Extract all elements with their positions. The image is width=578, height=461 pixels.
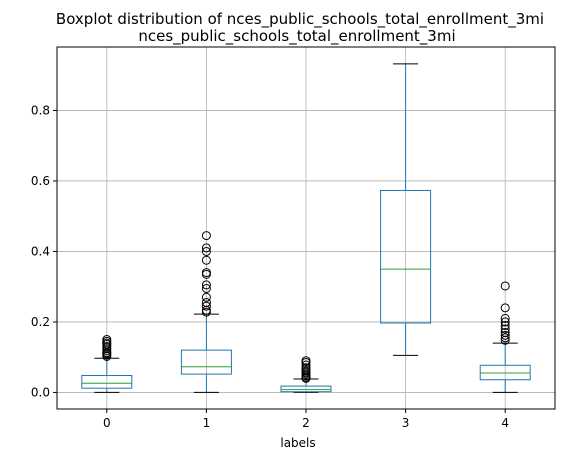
outlier-1-2 bbox=[201, 301, 211, 311]
outlier-1-4 bbox=[201, 292, 211, 302]
box-group-2 bbox=[280, 356, 332, 393]
outlier-1-9 bbox=[201, 255, 211, 265]
outlier-1-6 bbox=[201, 280, 211, 290]
x-tick-label-1: 1 bbox=[203, 416, 211, 430]
box-group-1 bbox=[180, 231, 232, 393]
x-tick-label-4: 4 bbox=[501, 416, 509, 430]
outlier-2-8 bbox=[301, 360, 311, 370]
box-group-3 bbox=[380, 63, 432, 356]
outlier-1-12 bbox=[201, 231, 211, 241]
grid-layer bbox=[57, 47, 555, 409]
ticks-layer: 0 1 2 3 4 0.0 0.2 0.4 0.6 0.8 bbox=[31, 103, 509, 430]
y-tick-label-3: 0.6 bbox=[31, 174, 50, 188]
chart-subtitle: nces_public_schools_total_enrollment_3mi bbox=[138, 27, 455, 46]
outlier-0-10 bbox=[102, 335, 112, 345]
outlier-0-5 bbox=[102, 344, 112, 354]
outlier-2-10 bbox=[301, 356, 311, 366]
outlier-1-10 bbox=[201, 246, 211, 256]
outlier-4-3 bbox=[500, 328, 510, 338]
x-tick-label-0: 0 bbox=[103, 416, 111, 430]
box-1 bbox=[180, 349, 232, 375]
x-axis-label: labels bbox=[280, 436, 315, 450]
outlier-4-1 bbox=[500, 333, 510, 343]
y-tick-label-0: 0.0 bbox=[31, 385, 50, 399]
box-3 bbox=[380, 189, 432, 324]
outlier-4-4 bbox=[500, 324, 510, 334]
outlier-1-11 bbox=[201, 243, 211, 253]
box-group-0 bbox=[81, 335, 133, 393]
outlier-4-9 bbox=[500, 281, 510, 291]
outlier-1-3 bbox=[201, 298, 211, 308]
outlier-4-5 bbox=[500, 320, 510, 330]
y-tick-label-2: 0.4 bbox=[31, 244, 50, 258]
boxes-layer bbox=[81, 63, 531, 393]
outlier-1-8 bbox=[201, 268, 211, 278]
outlier-4-8 bbox=[500, 303, 510, 313]
chart-title: Boxplot distribution of nces_public_scho… bbox=[56, 10, 544, 29]
box-2 bbox=[280, 385, 332, 393]
box-0 bbox=[81, 375, 133, 389]
outlier-2-7 bbox=[301, 363, 311, 373]
outlier-4-2 bbox=[500, 330, 510, 340]
y-tick-label-4: 0.8 bbox=[31, 103, 50, 117]
outlier-0-6 bbox=[102, 342, 112, 352]
box-group-4 bbox=[479, 281, 531, 393]
x-tick-label-2: 2 bbox=[302, 416, 310, 430]
outlier-4-7 bbox=[500, 313, 510, 323]
box-4 bbox=[479, 364, 531, 381]
outlier-4-6 bbox=[500, 317, 510, 327]
outlier-1-5 bbox=[201, 283, 211, 293]
x-tick-label-3: 3 bbox=[402, 416, 410, 430]
y-tick-label-1: 0.2 bbox=[31, 315, 50, 329]
